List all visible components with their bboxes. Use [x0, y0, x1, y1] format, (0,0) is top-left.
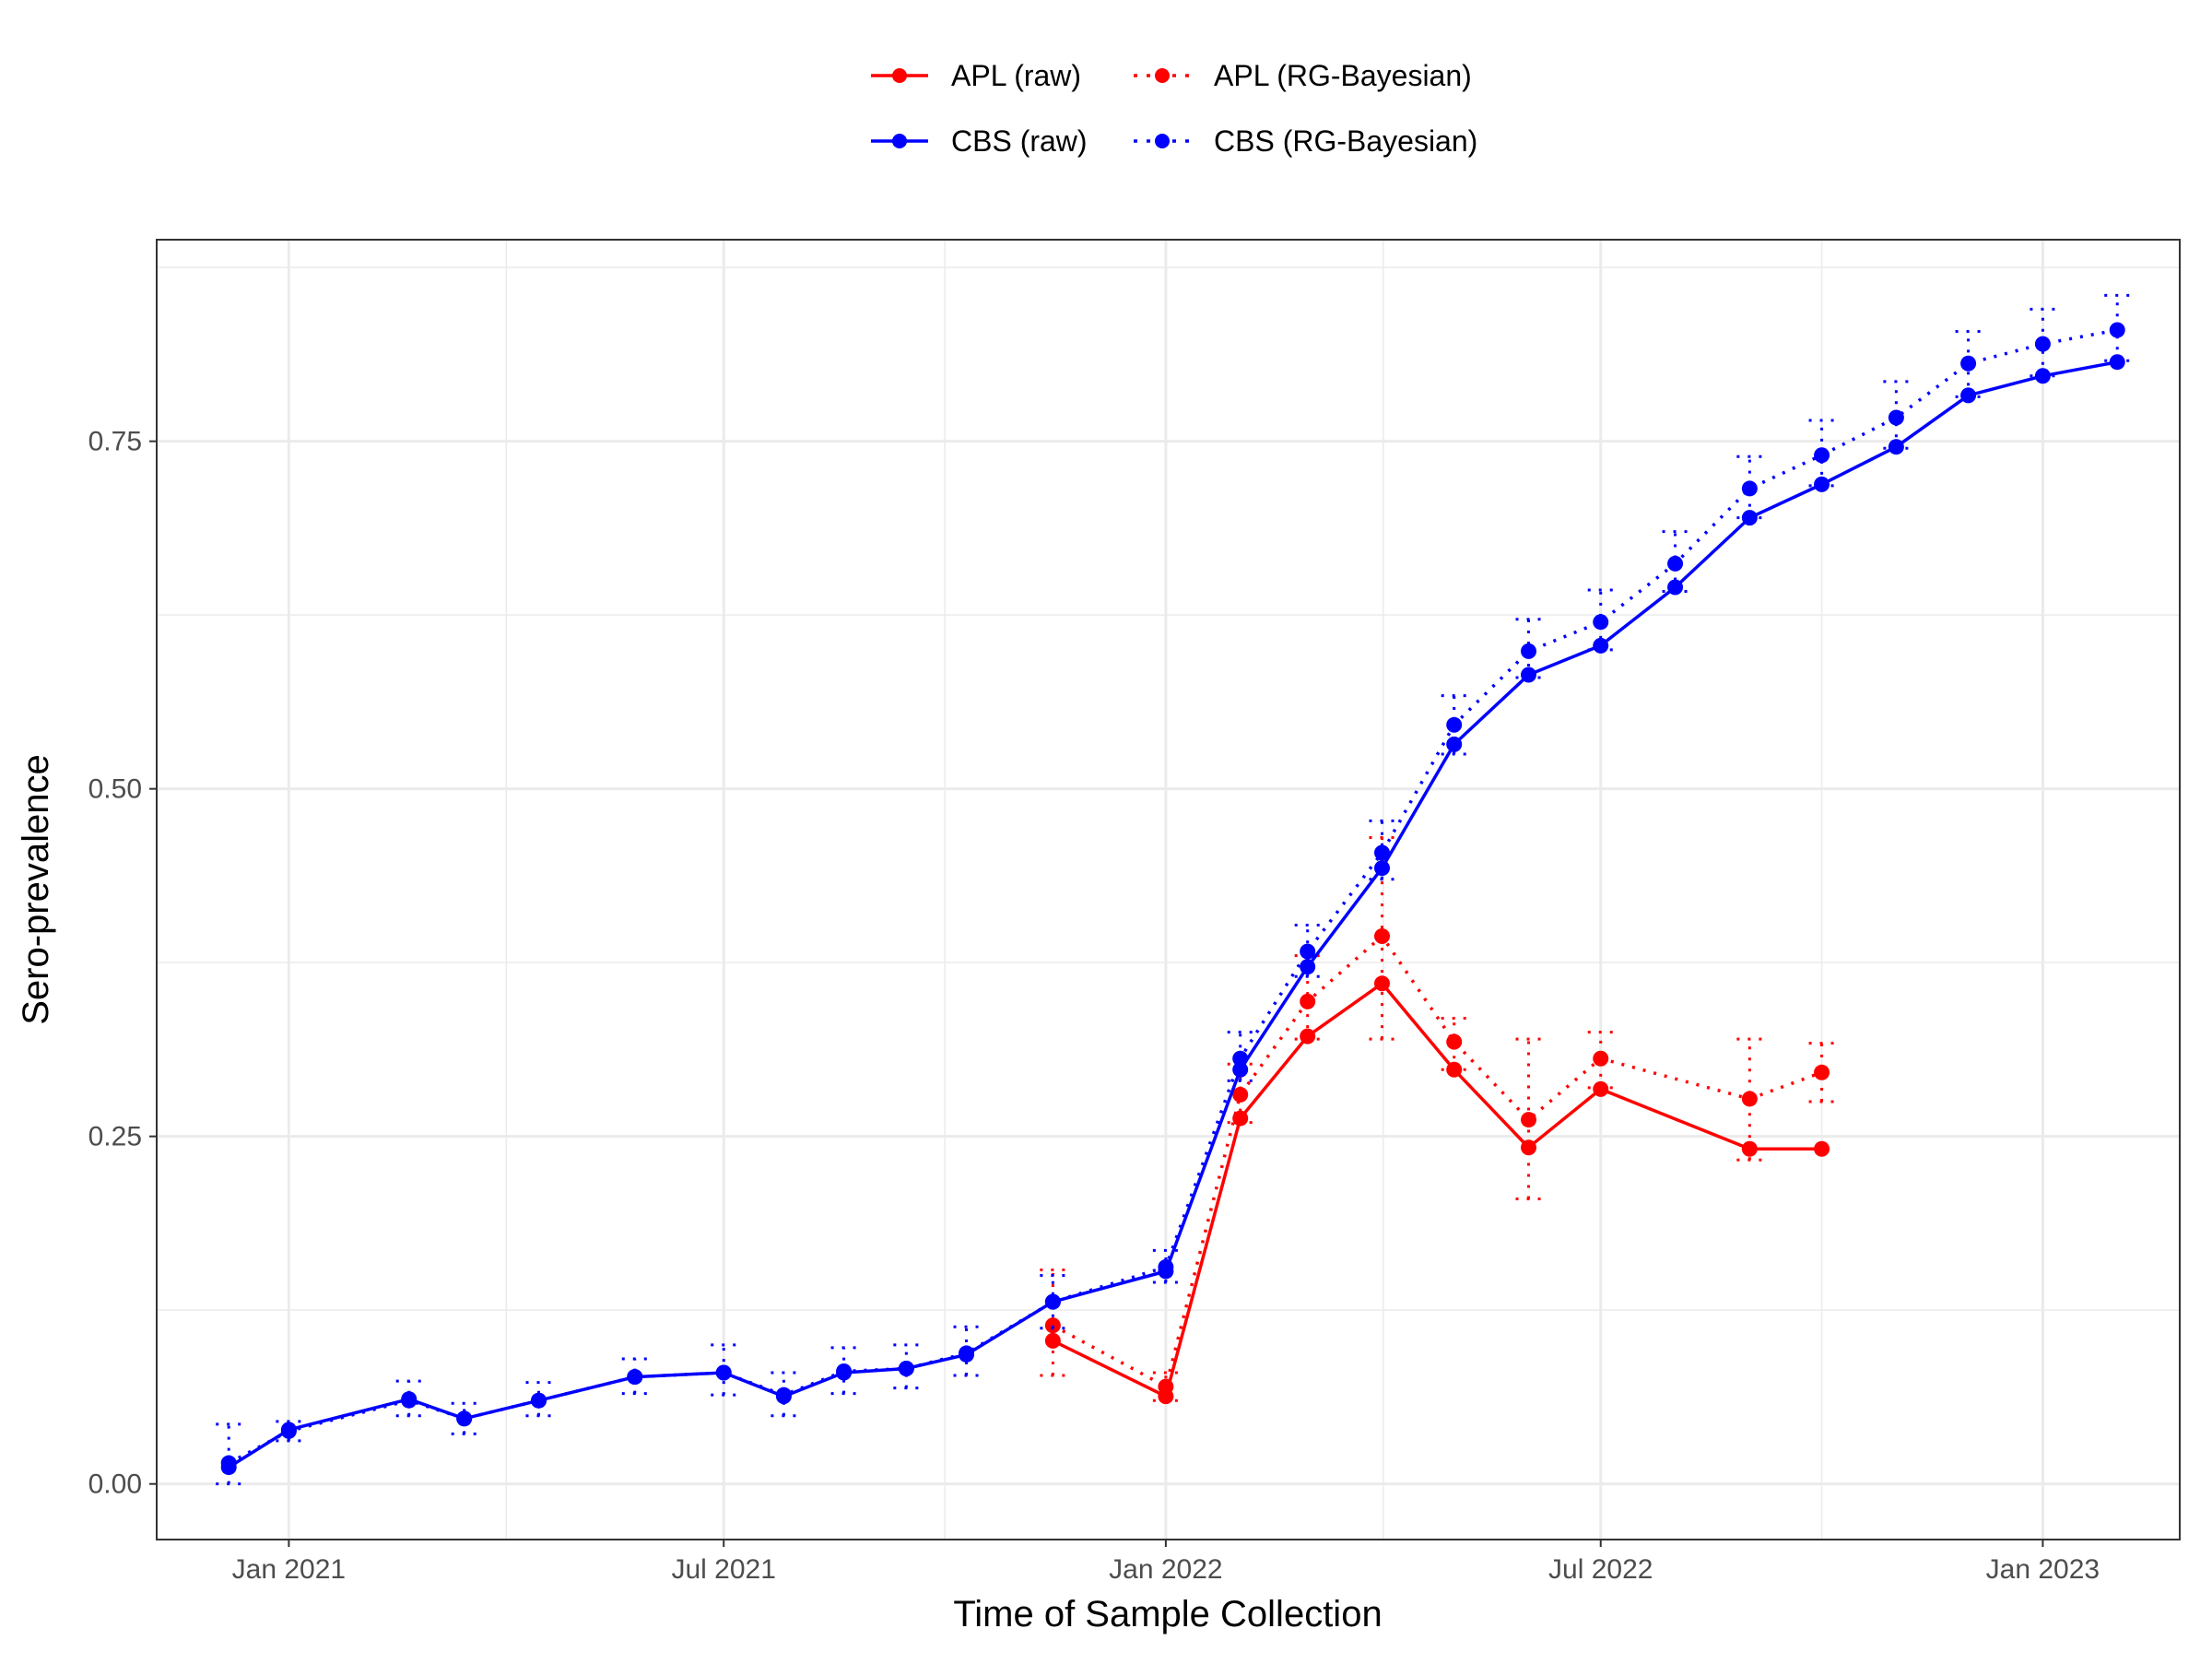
data-point — [1521, 1139, 1537, 1156]
series-cbs-raw — [220, 354, 2125, 1476]
data-point — [1741, 1140, 1758, 1157]
data-point — [1446, 1033, 1463, 1050]
data-point — [1232, 1086, 1249, 1103]
data-point — [1446, 1061, 1463, 1078]
legend: APL (raw) APL (RG-Bayesian) CBS (raw) CB… — [871, 59, 1477, 158]
data-point — [1374, 928, 1391, 945]
x-tick-label: Jul 2021 — [672, 1554, 776, 1585]
data-point — [1374, 860, 1391, 877]
data-point — [1741, 1091, 1758, 1107]
data-point — [1374, 975, 1391, 992]
legend-item-apl-raw: APL (raw) — [871, 59, 1081, 92]
data-point — [1044, 1317, 1061, 1334]
legend-label-cbs-raw: CBS (raw) — [951, 124, 1088, 158]
data-point — [1521, 643, 1537, 659]
data-point — [1741, 510, 1758, 526]
x-tick-label: Jul 2022 — [1548, 1554, 1653, 1585]
grid — [157, 240, 2180, 1540]
data-point — [2034, 336, 2051, 352]
y-tick-label: 0.50 — [88, 774, 142, 805]
data-point — [2109, 322, 2125, 338]
legend-label-apl-rg-bayesian: APL (RG-Bayesian) — [1214, 59, 1472, 92]
data-point — [1446, 736, 1463, 752]
data-point — [1814, 447, 1830, 464]
data-point — [1300, 943, 1316, 960]
y-axis-ticks: 0.00 0.25 0.50 0.75 — [88, 427, 157, 1500]
plot-panel — [157, 240, 2180, 1540]
data-point — [1300, 959, 1316, 975]
data-point — [1888, 439, 1904, 455]
data-point — [715, 1364, 732, 1381]
data-point — [1814, 1140, 1830, 1157]
data-point — [456, 1410, 473, 1427]
data-point — [1667, 579, 1684, 596]
data-point — [1960, 355, 1977, 372]
data-point — [1741, 480, 1758, 497]
x-axis-title: Time of Sample Collection — [953, 1594, 1382, 1634]
series-apl-rg-bayesian — [1040, 835, 1835, 1402]
data-point — [1593, 1080, 1609, 1097]
data-point — [1232, 1110, 1249, 1127]
x-tick-label: Jan 2023 — [1986, 1554, 2100, 1585]
data-point — [1521, 667, 1537, 683]
series-line — [228, 360, 2118, 1469]
data-point — [1044, 1293, 1061, 1310]
data-point — [1814, 476, 1830, 492]
x-tick-label: Jan 2021 — [232, 1554, 346, 1585]
y-tick-label: 0.00 — [88, 1469, 142, 1500]
legend-label-cbs-rg-bayesian: CBS (RG-Bayesian) — [1214, 124, 1477, 158]
data-point — [2034, 368, 2051, 384]
data-point — [1158, 1388, 1174, 1405]
data-point — [959, 1346, 975, 1363]
series-line — [1052, 982, 1822, 1398]
legend-key-point-apl-raw — [892, 68, 907, 83]
x-tick-label: Jan 2022 — [1109, 1554, 1222, 1585]
data-point — [1593, 637, 1609, 654]
y-tick-label: 0.25 — [88, 1122, 142, 1152]
data-point — [1814, 1064, 1830, 1080]
data-point — [1521, 1112, 1537, 1128]
data-point — [627, 1369, 643, 1386]
data-point — [1158, 1263, 1174, 1280]
legend-key-point-cbs-raw — [892, 134, 907, 148]
plot-panel-border — [156, 239, 2181, 1540]
legend-key-point-cbs-rg-bayesian — [1155, 134, 1170, 148]
series-line — [1052, 934, 1823, 1388]
data-point — [1300, 1028, 1316, 1044]
data-point — [1593, 614, 1609, 631]
data-point — [1232, 1061, 1249, 1078]
legend-key-point-apl-rg-bayesian — [1155, 68, 1170, 83]
legend-item-apl-rg-bayesian: APL (RG-Bayesian) — [1134, 59, 1472, 92]
y-axis-title: Sero-prevalence — [16, 754, 56, 1025]
legend-item-cbs-raw: CBS (raw) — [871, 124, 1088, 158]
data-point — [1374, 844, 1391, 861]
data-point — [898, 1361, 914, 1377]
x-axis-ticks: Jan 2021 Jul 2021 Jan 2022 Jul 2022 Jan 2023 — [232, 1540, 2100, 1585]
data-point — [1446, 716, 1463, 733]
series-layer — [216, 293, 2131, 1486]
legend-item-cbs-rg-bayesian: CBS (RG-Bayesian) — [1134, 124, 1477, 158]
data-point — [836, 1364, 853, 1381]
data-point — [1593, 1050, 1609, 1067]
data-point — [530, 1392, 547, 1409]
data-point — [1960, 387, 1977, 404]
data-point — [775, 1388, 792, 1405]
data-point — [1300, 993, 1316, 1009]
data-point — [1667, 555, 1684, 572]
data-point — [401, 1391, 418, 1408]
data-point — [1044, 1332, 1061, 1349]
data-point — [1888, 409, 1904, 426]
data-point — [220, 1459, 237, 1476]
data-point — [280, 1422, 297, 1438]
y-tick-label: 0.75 — [88, 427, 142, 457]
data-point — [2109, 354, 2125, 371]
legend-label-apl-raw: APL (raw) — [951, 59, 1081, 92]
series-apl-raw — [1044, 975, 1830, 1405]
